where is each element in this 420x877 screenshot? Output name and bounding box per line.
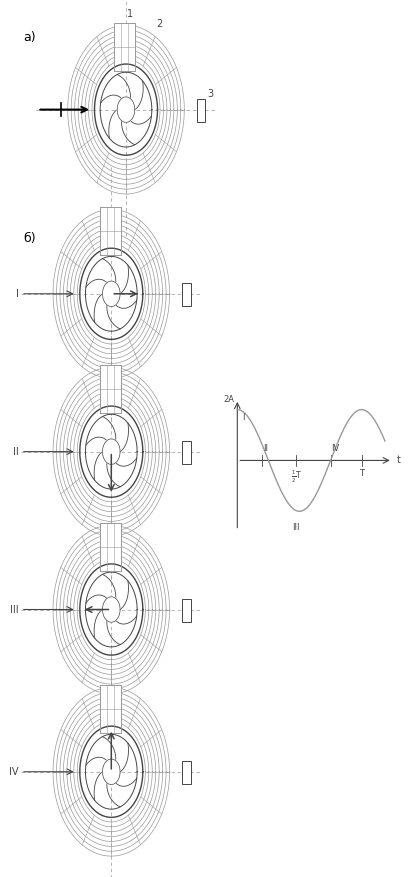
Text: II: II (13, 446, 19, 457)
FancyBboxPatch shape (197, 99, 205, 122)
Polygon shape (102, 596, 120, 623)
FancyBboxPatch shape (182, 283, 191, 306)
Text: II: II (263, 444, 268, 453)
Polygon shape (102, 759, 120, 785)
Text: I: I (242, 413, 245, 422)
Text: 3: 3 (207, 89, 213, 99)
FancyBboxPatch shape (114, 23, 135, 71)
FancyBboxPatch shape (182, 441, 191, 464)
FancyBboxPatch shape (100, 207, 121, 255)
Text: I: I (16, 289, 19, 299)
Text: T: T (359, 469, 364, 478)
Text: III: III (10, 604, 19, 615)
FancyBboxPatch shape (182, 599, 191, 622)
Text: III: III (293, 523, 300, 531)
Text: 2: 2 (156, 19, 163, 30)
Text: $\frac{1}{2}$T: $\frac{1}{2}$T (291, 469, 302, 485)
Text: 1: 1 (127, 9, 134, 18)
FancyBboxPatch shape (100, 365, 121, 413)
Text: IV: IV (331, 444, 340, 453)
FancyBboxPatch shape (100, 685, 121, 733)
Text: IV: IV (9, 766, 19, 777)
Text: а): а) (23, 31, 36, 44)
Polygon shape (102, 281, 120, 307)
FancyBboxPatch shape (182, 761, 191, 784)
Polygon shape (117, 96, 135, 123)
Text: 2A: 2A (223, 395, 234, 403)
Polygon shape (102, 438, 120, 465)
Text: б): б) (23, 232, 36, 246)
FancyBboxPatch shape (100, 523, 121, 571)
Text: t: t (397, 455, 401, 466)
